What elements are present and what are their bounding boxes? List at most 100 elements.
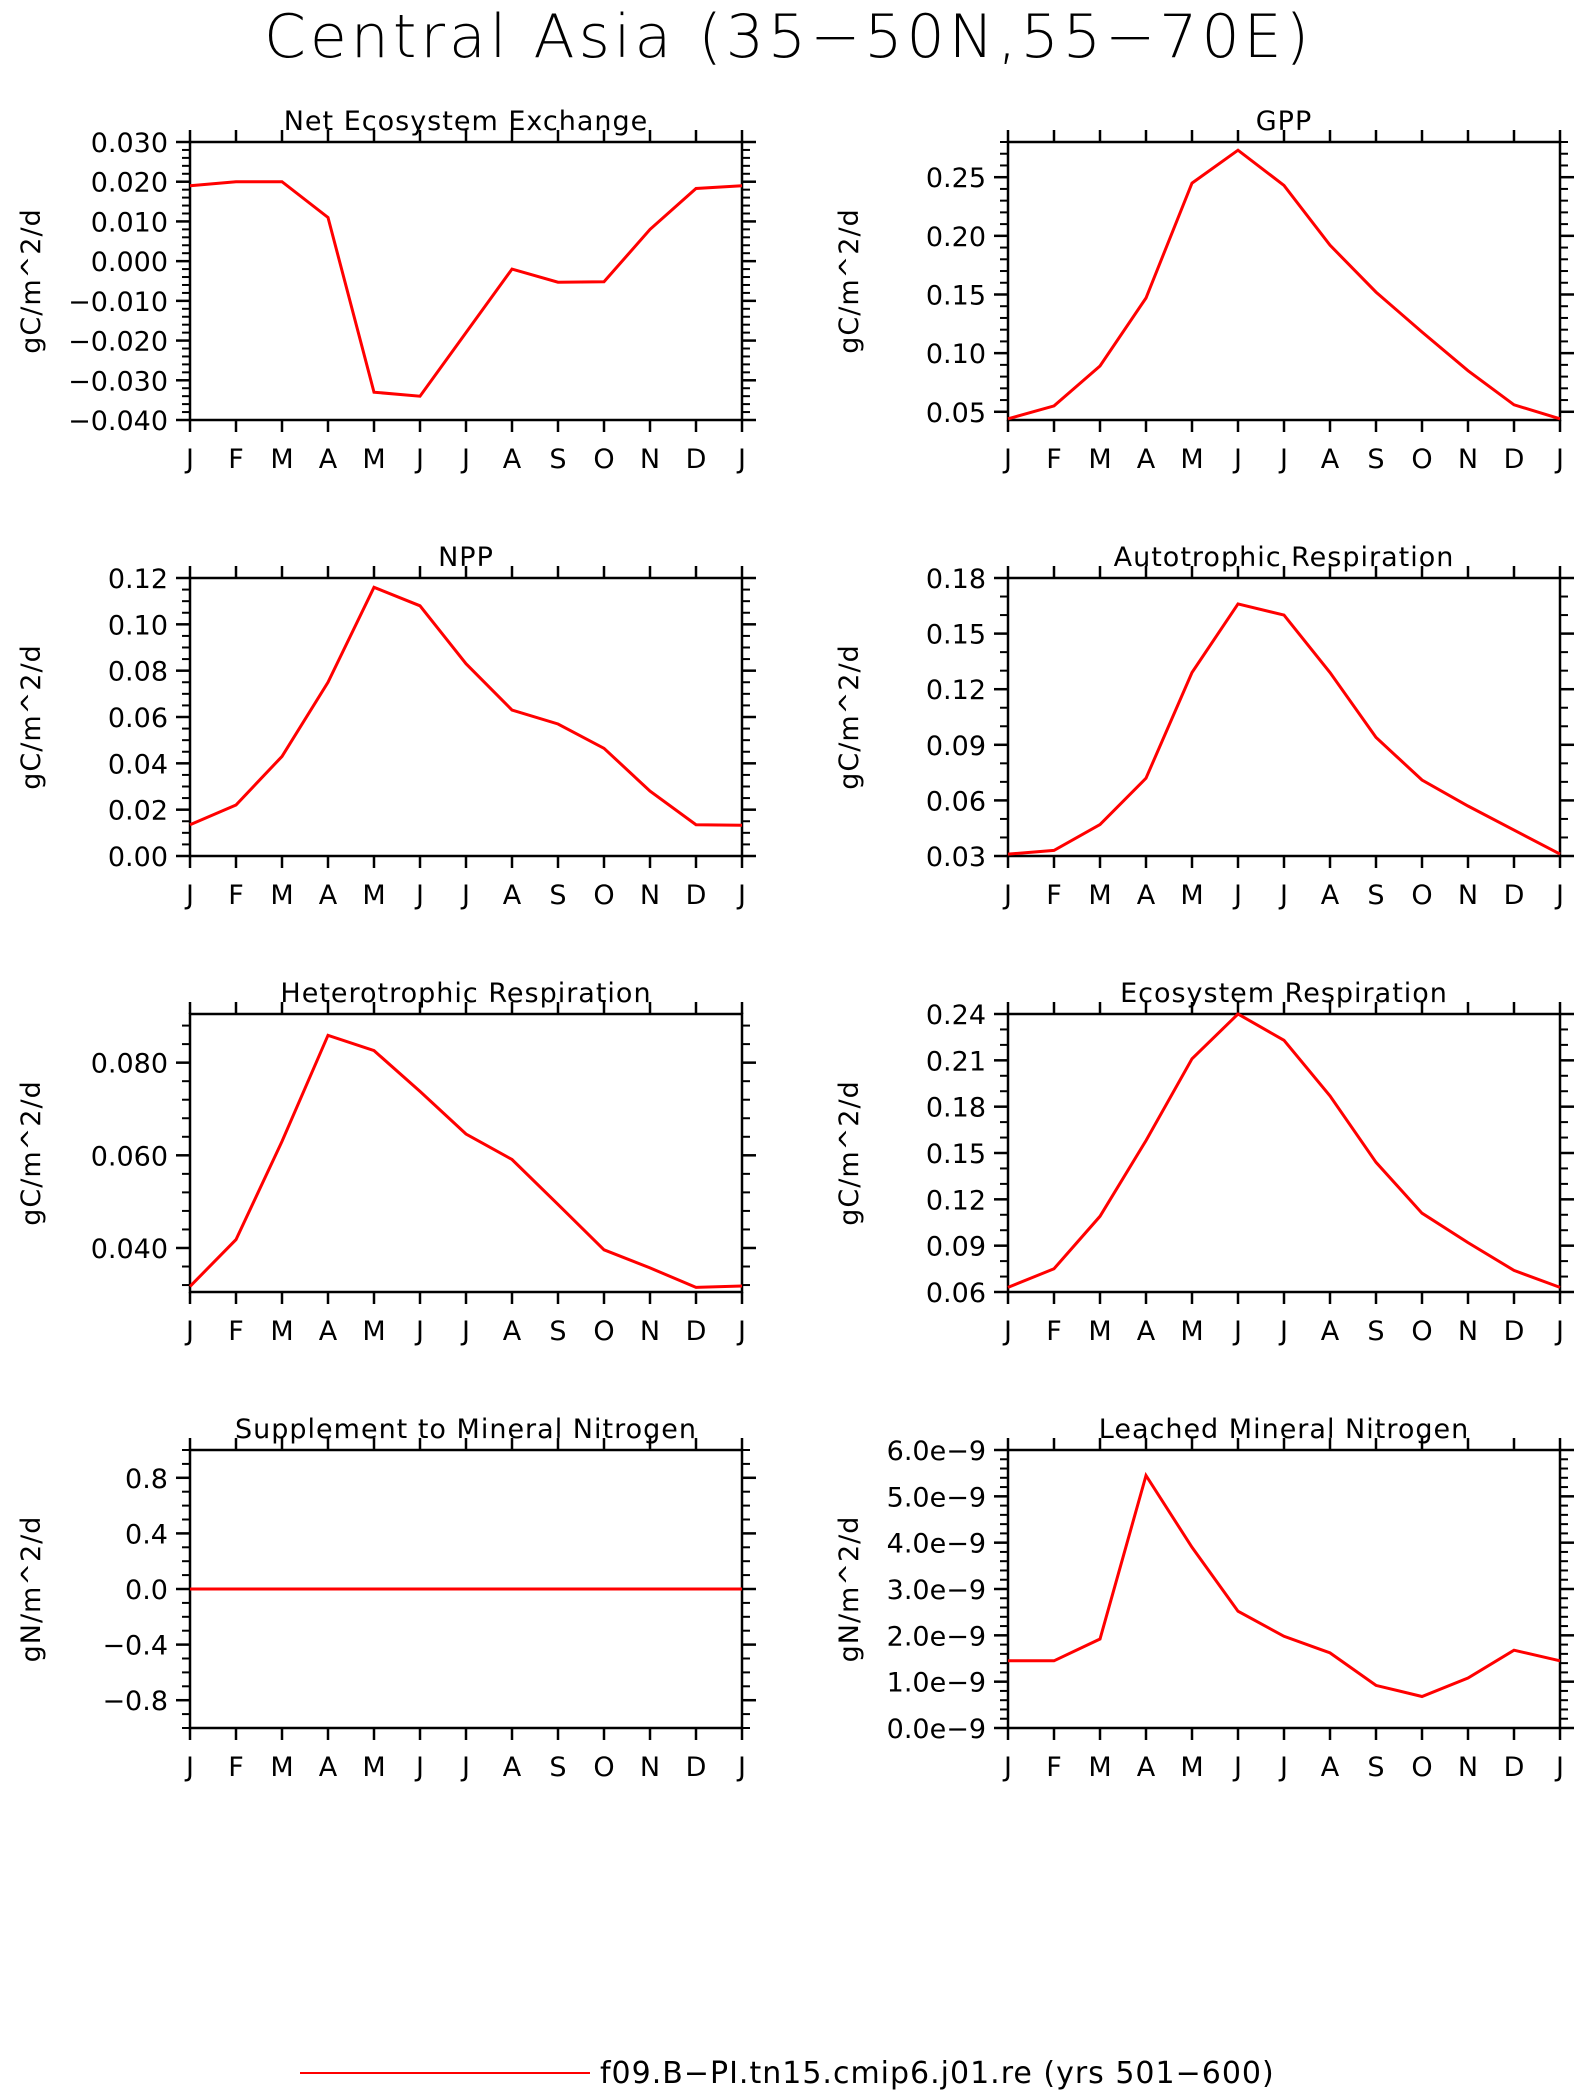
y-tick-label: 0.8 xyxy=(125,1464,168,1495)
plot-frame xyxy=(1008,578,1560,856)
x-tick-label: N xyxy=(1458,1752,1478,1783)
y-tick-label: 0.21 xyxy=(926,1046,986,1077)
x-tick-label: J xyxy=(460,880,470,911)
x-tick-label: O xyxy=(1411,1316,1432,1347)
x-tick-label: J xyxy=(1232,444,1242,475)
x-tick-label: A xyxy=(503,1752,522,1783)
x-tick-label: A xyxy=(503,1316,522,1347)
y-tick-label: 3.0e−9 xyxy=(887,1575,986,1606)
x-tick-label: O xyxy=(593,444,614,475)
series-line xyxy=(190,182,742,397)
y-tick-label: 0.24 xyxy=(926,1000,986,1031)
x-tick-label: M xyxy=(1088,1752,1111,1783)
series-line xyxy=(190,1035,742,1287)
x-tick-label: S xyxy=(549,880,566,911)
x-tick-label: F xyxy=(228,1752,244,1783)
y-tick-label: −0.030 xyxy=(68,366,168,397)
y-tick-label: 0.20 xyxy=(926,222,986,253)
x-tick-label: J xyxy=(1232,1752,1242,1783)
x-tick-label: A xyxy=(319,1316,338,1347)
x-tick-label: J xyxy=(1554,1752,1564,1783)
x-tick-label: A xyxy=(1137,1316,1156,1347)
x-tick-label: O xyxy=(593,1752,614,1783)
series-line xyxy=(1008,1014,1560,1287)
x-tick-label: M xyxy=(270,444,293,475)
x-tick-label: J xyxy=(1232,1316,1242,1347)
x-tick-label: O xyxy=(1411,444,1432,475)
series-line xyxy=(1008,604,1560,854)
y-tick-label: 4.0e−9 xyxy=(887,1529,986,1560)
x-tick-label: J xyxy=(414,444,424,475)
x-tick-label: J xyxy=(736,880,746,911)
legend: f09.B−PI.tn15.cmip6.j01.re (yrs 501−600) xyxy=(300,2056,1400,2096)
y-tick-label: 0.04 xyxy=(108,749,168,780)
x-tick-label: J xyxy=(1002,1752,1012,1783)
y-tick-label: 0.10 xyxy=(108,610,168,641)
x-tick-label: J xyxy=(184,880,194,911)
series-line xyxy=(1008,150,1560,419)
x-tick-label: M xyxy=(362,880,385,911)
x-tick-label: F xyxy=(228,880,244,911)
x-tick-label: N xyxy=(640,444,660,475)
x-tick-label: M xyxy=(270,1752,293,1783)
x-tick-label: J xyxy=(1278,444,1288,475)
y-axis-label: gC/m^2/d xyxy=(834,208,865,353)
y-tick-label: −0.020 xyxy=(68,327,168,358)
series-line xyxy=(190,587,742,825)
x-tick-label: D xyxy=(1504,444,1525,475)
y-tick-label: −0.010 xyxy=(68,287,168,318)
x-tick-label: M xyxy=(1088,444,1111,475)
x-tick-label: O xyxy=(593,1316,614,1347)
y-tick-label: −0.8 xyxy=(102,1686,168,1717)
y-axis-label: gC/m^2/d xyxy=(16,1080,47,1225)
y-tick-label: 0.000 xyxy=(91,247,168,278)
y-tick-label: 0.0e−9 xyxy=(887,1714,986,1745)
y-tick-label: 0.0 xyxy=(125,1575,168,1606)
x-tick-label: D xyxy=(1504,880,1525,911)
plot-frame xyxy=(190,578,742,856)
y-axis-label: gC/m^2/d xyxy=(834,644,865,789)
x-tick-label: D xyxy=(686,444,707,475)
x-tick-label: O xyxy=(1411,880,1432,911)
y-tick-label: 0.12 xyxy=(926,675,986,706)
x-tick-label: N xyxy=(1458,1316,1478,1347)
x-tick-label: M xyxy=(1088,1316,1111,1347)
y-axis-label: gC/m^2/d xyxy=(834,1080,865,1225)
y-axis-label: gC/m^2/d xyxy=(16,208,47,353)
y-tick-label: 0.010 xyxy=(91,207,168,238)
y-tick-label: 0.06 xyxy=(926,1278,986,1309)
x-tick-label: A xyxy=(319,1752,338,1783)
x-tick-label: O xyxy=(593,880,614,911)
y-tick-label: 0.18 xyxy=(926,1093,986,1124)
x-tick-label: J xyxy=(1278,880,1288,911)
y-axis-label: gC/m^2/d xyxy=(16,644,47,789)
x-tick-label: M xyxy=(1180,444,1203,475)
x-tick-label: A xyxy=(1321,880,1340,911)
x-tick-label: N xyxy=(640,1752,660,1783)
x-tick-label: F xyxy=(1046,880,1062,911)
x-tick-label: N xyxy=(640,880,660,911)
x-tick-label: F xyxy=(1046,1752,1062,1783)
y-tick-label: 0.06 xyxy=(108,703,168,734)
x-tick-label: J xyxy=(414,880,424,911)
x-tick-label: D xyxy=(1504,1316,1525,1347)
x-tick-label: S xyxy=(549,444,566,475)
y-tick-label: 0.080 xyxy=(91,1049,168,1080)
x-tick-label: J xyxy=(736,1752,746,1783)
y-tick-label: 0.15 xyxy=(926,1139,986,1170)
x-tick-label: J xyxy=(1278,1316,1288,1347)
x-tick-label: S xyxy=(1367,880,1384,911)
plot-frame xyxy=(190,142,742,420)
x-tick-label: M xyxy=(270,880,293,911)
y-tick-label: 0.10 xyxy=(926,339,986,370)
x-tick-label: O xyxy=(1411,1752,1432,1783)
x-tick-label: S xyxy=(1367,1752,1384,1783)
x-tick-label: F xyxy=(1046,1316,1062,1347)
legend-line-swatch xyxy=(300,2072,590,2074)
x-tick-label: N xyxy=(640,1316,660,1347)
x-tick-label: S xyxy=(549,1316,566,1347)
